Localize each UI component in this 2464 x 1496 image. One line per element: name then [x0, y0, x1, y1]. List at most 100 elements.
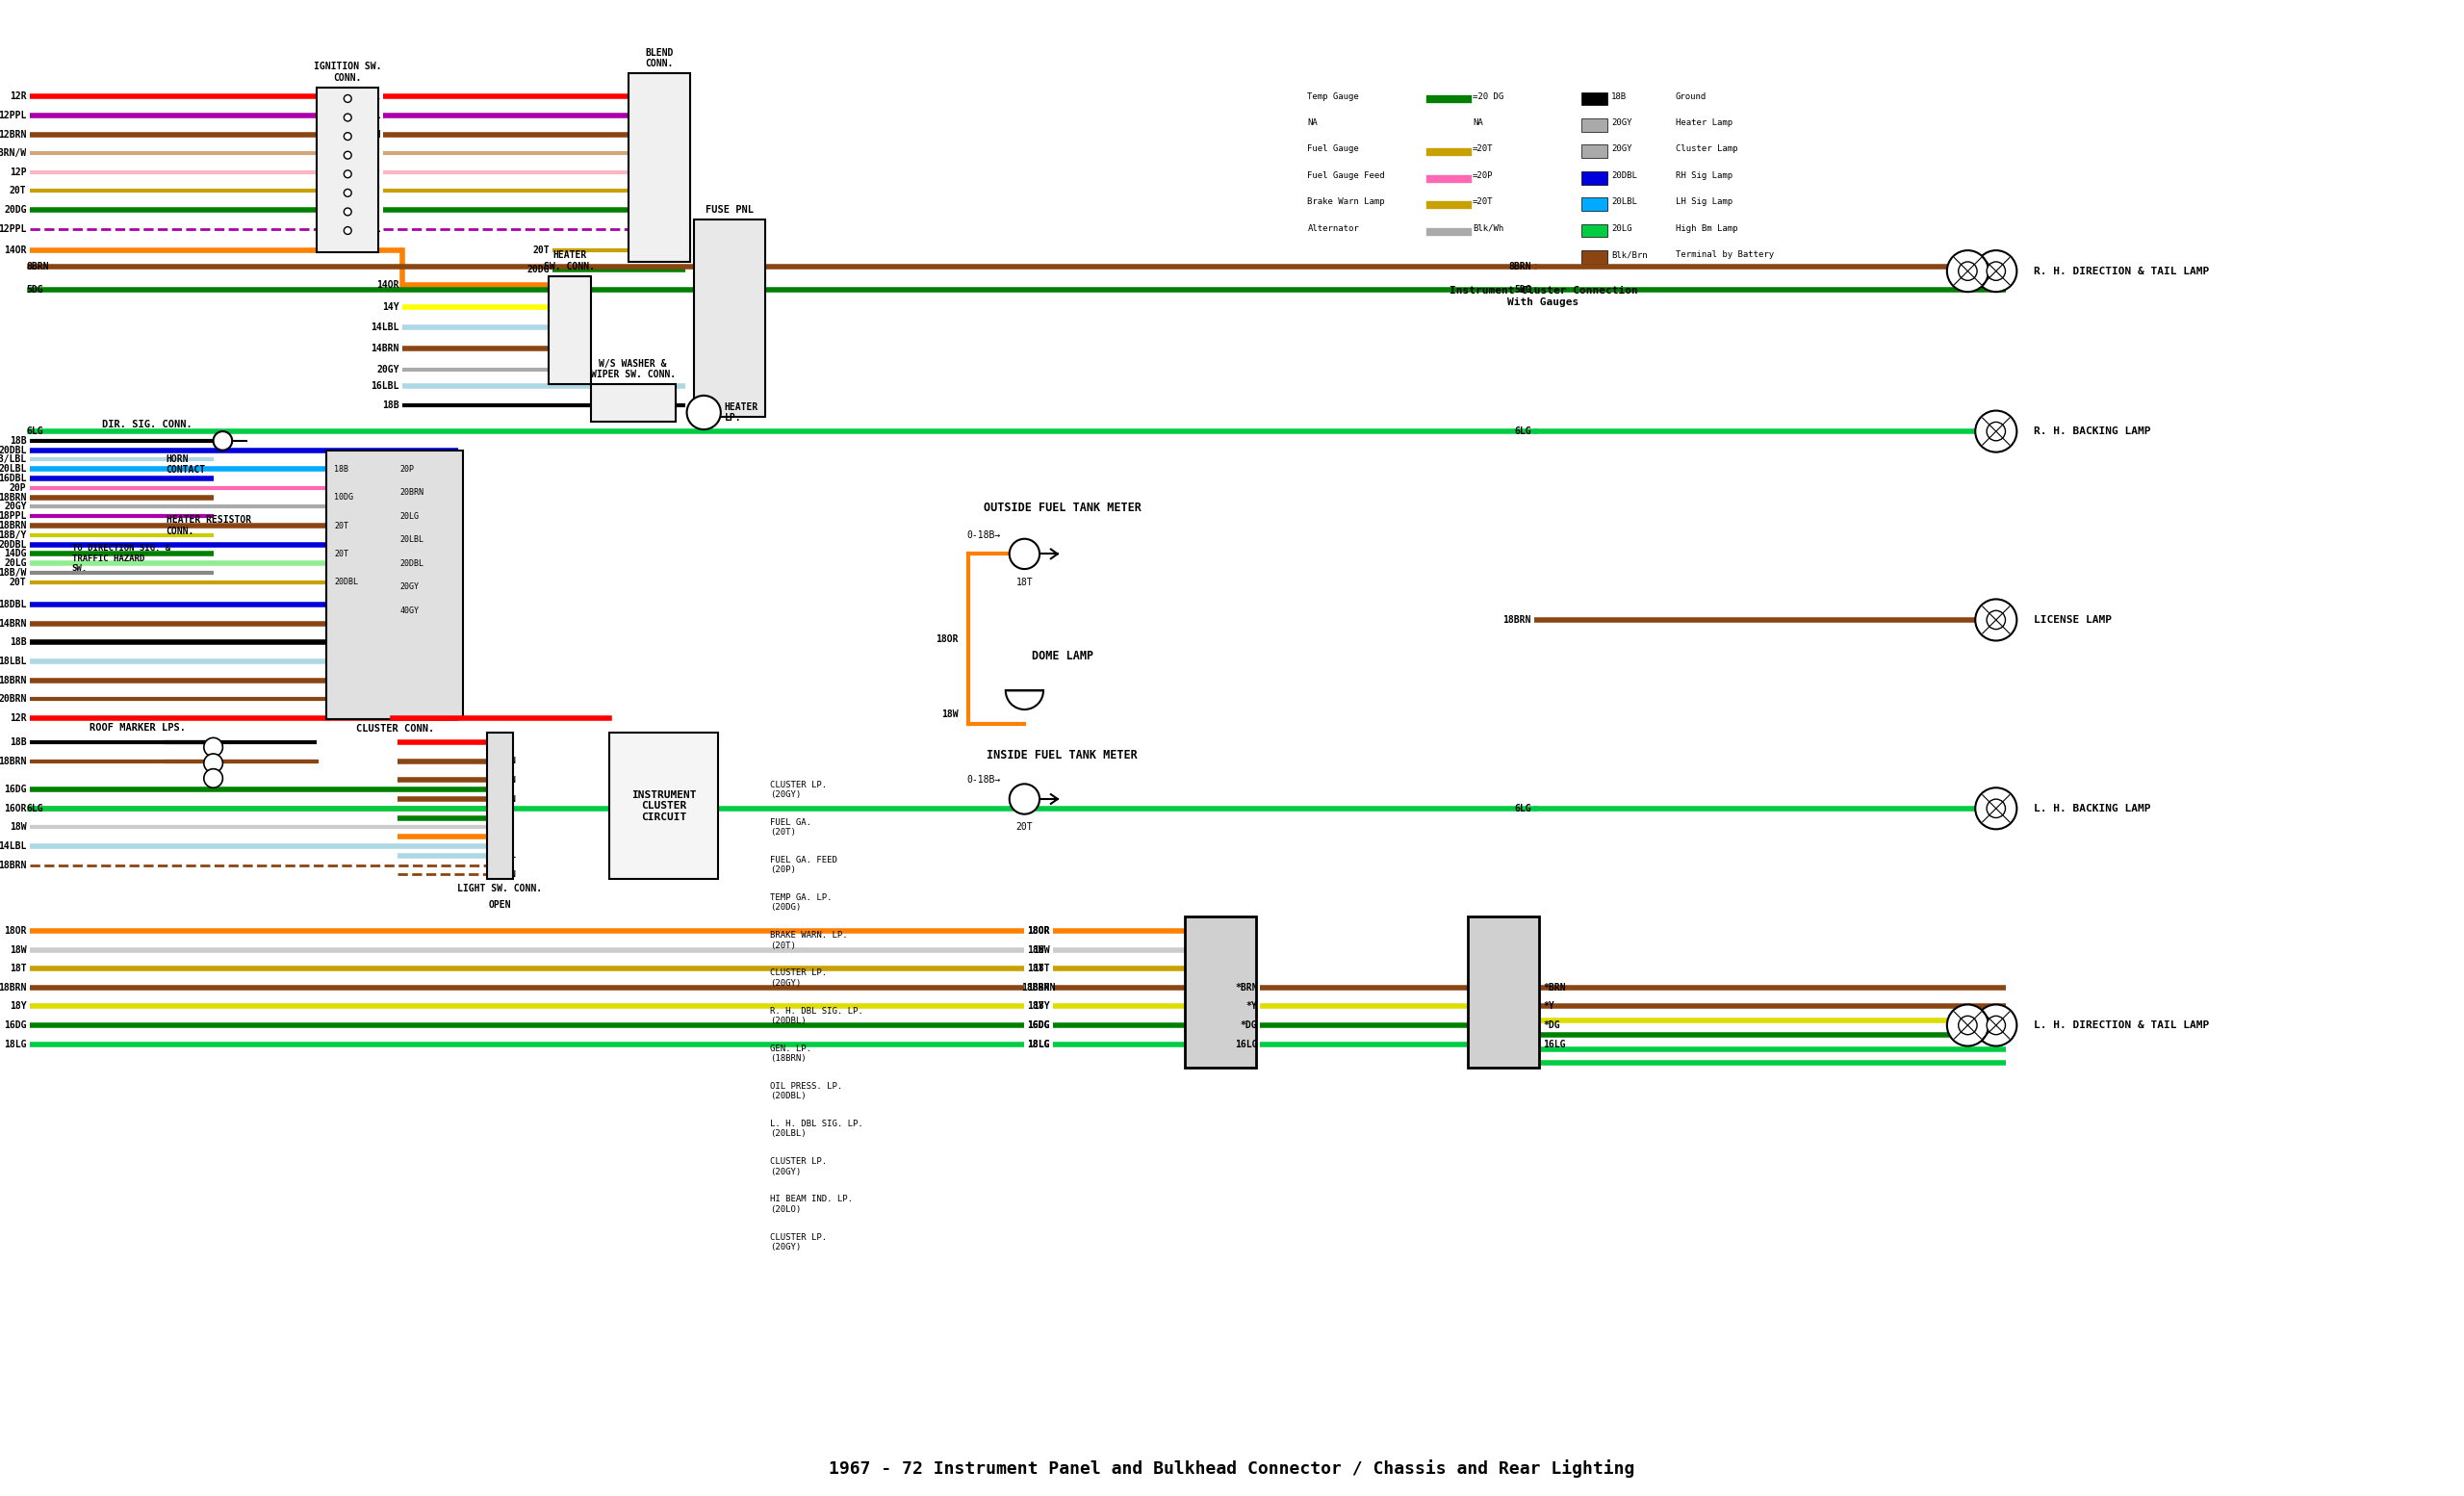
Text: 18BRN: 18BRN — [0, 983, 27, 992]
Circle shape — [1010, 784, 1040, 814]
Text: 20GY: 20GY — [399, 582, 419, 591]
Text: 18BRN: 18BRN — [1023, 983, 1050, 992]
Text: 12R: 12R — [10, 714, 27, 723]
Text: 18W: 18W — [1188, 945, 1205, 954]
Text: =20T: =20T — [1473, 145, 1493, 154]
Text: 6LG: 6LG — [1513, 803, 1530, 814]
Text: 6LG: 6LG — [27, 803, 44, 814]
Text: 20LG: 20LG — [5, 558, 27, 568]
Text: 12PPL: 12PPL — [0, 224, 27, 233]
Bar — [1582, 197, 1607, 211]
Text: 18B: 18B — [10, 435, 27, 446]
Text: 20DG: 20DG — [527, 265, 549, 274]
Text: 20T: 20T — [10, 186, 27, 196]
Text: 20DBL: 20DBL — [0, 446, 27, 455]
Text: 12BRN: 12BRN — [352, 130, 379, 139]
Text: 18BRN: 18BRN — [490, 794, 515, 803]
Text: TO DIRECTION SIG. &
TRAFFIC HAZARD
SW.: TO DIRECTION SIG. & TRAFFIC HAZARD SW. — [71, 545, 170, 573]
Text: 18BRN: 18BRN — [0, 675, 27, 685]
Text: 18W: 18W — [1027, 945, 1045, 954]
Text: Heater Lamp: Heater Lamp — [1676, 118, 1732, 127]
Text: 20LBL: 20LBL — [399, 536, 424, 545]
Bar — [1582, 250, 1607, 263]
Text: GEN. LP.
(18BRN): GEN. LP. (18BRN) — [769, 1044, 811, 1062]
Circle shape — [1976, 410, 2018, 452]
Circle shape — [345, 133, 352, 141]
Text: 14OR: 14OR — [490, 832, 510, 841]
Text: 18LG: 18LG — [5, 1040, 27, 1049]
Circle shape — [205, 769, 222, 788]
Text: =20 DG: =20 DG — [1473, 93, 1503, 100]
Text: 16DG: 16DG — [5, 1020, 27, 1031]
Bar — [318, 87, 379, 253]
Text: 18BRN: 18BRN — [0, 521, 27, 531]
Text: R. H. DBL SIG. LP.
(20DBL): R. H. DBL SIG. LP. (20DBL) — [769, 1007, 862, 1025]
Text: CLUSTER LP.
(20GY): CLUSTER LP. (20GY) — [769, 1233, 828, 1252]
Text: 18W: 18W — [10, 823, 27, 832]
Text: CLUSTER LP.
(20GY): CLUSTER LP. (20GY) — [769, 781, 828, 799]
Text: RH Sig Lamp: RH Sig Lamp — [1676, 171, 1732, 180]
Text: 20T: 20T — [10, 577, 27, 586]
Text: Terminal by Battery: Terminal by Battery — [1676, 250, 1774, 259]
Bar — [695, 220, 766, 417]
Text: HORN
CONTACT: HORN CONTACT — [165, 453, 205, 474]
Text: HI BEAM IND. LP.
(20LO): HI BEAM IND. LP. (20LO) — [769, 1195, 853, 1213]
Text: 18B: 18B — [1611, 93, 1626, 100]
Text: 14OR: 14OR — [377, 280, 399, 290]
Text: 5DG: 5DG — [27, 286, 44, 295]
Text: Brake Warn Lamp: Brake Warn Lamp — [1308, 197, 1385, 206]
Text: LH Sig Lamp: LH Sig Lamp — [1676, 197, 1732, 206]
Text: 40GY: 40GY — [399, 606, 419, 615]
Text: LICENSE LAMP: LICENSE LAMP — [2033, 615, 2112, 625]
Text: 18LBL: 18LBL — [0, 657, 27, 666]
Text: 20DBL: 20DBL — [399, 560, 424, 567]
Text: L. H. DIRECTION & TAIL LAMP: L. H. DIRECTION & TAIL LAMP — [2033, 1020, 2210, 1031]
Bar — [1582, 224, 1607, 238]
Text: 20GY: 20GY — [377, 365, 399, 375]
Circle shape — [1010, 539, 1040, 568]
Text: =20T: =20T — [1473, 197, 1493, 206]
Text: 20DBL: 20DBL — [1611, 171, 1636, 180]
Bar — [1582, 171, 1607, 184]
Circle shape — [1959, 1016, 1976, 1035]
Text: BRAKE WARN. LP.
(20T): BRAKE WARN. LP. (20T) — [769, 931, 848, 950]
Text: 0-18B→: 0-18B→ — [966, 530, 1000, 540]
Text: 18T: 18T — [1015, 577, 1032, 586]
Bar — [1185, 917, 1257, 1068]
Text: 14BRN: 14BRN — [372, 344, 399, 353]
Bar — [628, 73, 690, 262]
Text: 18W: 18W — [10, 945, 27, 954]
Circle shape — [1986, 1016, 2006, 1035]
Text: 20DG: 20DG — [357, 205, 379, 214]
Text: NA: NA — [1473, 118, 1483, 127]
Text: HEATER RESISTOR
CONN.: HEATER RESISTOR CONN. — [165, 515, 251, 536]
Text: 12R: 12R — [362, 91, 379, 102]
Text: 12R: 12R — [10, 91, 27, 102]
Text: 18W: 18W — [941, 709, 958, 720]
Text: 20DBL: 20DBL — [0, 540, 27, 549]
Text: 20GY: 20GY — [1611, 118, 1631, 127]
Text: 18DBL: 18DBL — [0, 600, 27, 610]
Text: *BRN: *BRN — [1234, 983, 1257, 992]
Text: 14Y: 14Y — [382, 302, 399, 311]
Text: 18B: 18B — [382, 399, 399, 410]
Text: Blk/Wh: Blk/Wh — [1473, 224, 1503, 233]
Circle shape — [1986, 422, 2006, 441]
Text: ROOF MARKER LPS.: ROOF MARKER LPS. — [89, 724, 185, 733]
Text: 18LG: 18LG — [1027, 1040, 1050, 1049]
Text: 18BRN: 18BRN — [0, 860, 27, 869]
Circle shape — [345, 188, 352, 196]
Text: 12PPL: 12PPL — [0, 111, 27, 120]
Circle shape — [345, 114, 352, 121]
Text: 18B: 18B — [335, 465, 347, 473]
Text: 18B/Y: 18B/Y — [0, 530, 27, 540]
Text: 16LG: 16LG — [1542, 1040, 1567, 1049]
Text: Cluster Lamp: Cluster Lamp — [1676, 145, 1737, 154]
Bar — [591, 384, 675, 422]
Text: Fuel Gauge: Fuel Gauge — [1308, 145, 1360, 154]
Text: DIR. SIG. CONN.: DIR. SIG. CONN. — [101, 420, 192, 429]
Text: 14LBL: 14LBL — [372, 323, 399, 332]
Text: 16DG: 16DG — [1027, 1020, 1050, 1031]
Circle shape — [1976, 1004, 2018, 1046]
Text: 12P: 12P — [362, 168, 379, 177]
